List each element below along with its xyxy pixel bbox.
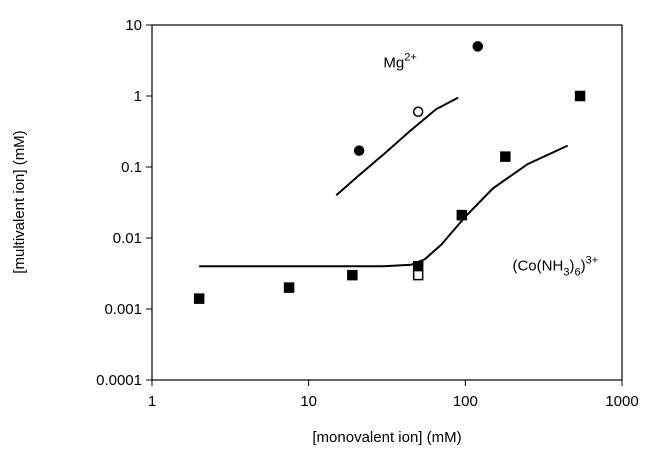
square-point (574, 90, 586, 102)
y-tick-label: 1 (134, 88, 142, 105)
square-point (347, 269, 358, 281)
annotation-part: 6 (574, 266, 580, 278)
y-tick-label: 0.1 (121, 159, 142, 176)
square-point (412, 269, 424, 281)
annotation-part: ) (569, 257, 574, 274)
annotation: Mg2+ (383, 52, 416, 72)
square-point (193, 293, 205, 304)
annotation-part: 3 (563, 266, 569, 278)
y-tick-label: 10 (125, 17, 142, 34)
x-tick-label: 10 (300, 393, 317, 410)
circle-point (472, 41, 483, 52)
curve (199, 144, 569, 268)
y-tick-label: 0.01 (113, 230, 142, 247)
annotation: (Co(NH3)6)3+ (512, 254, 598, 278)
plot-frame (151, 24, 623, 381)
y-tick-label: 0.0001 (96, 372, 142, 389)
square-point (283, 282, 295, 293)
annotation-part: 2+ (404, 52, 417, 64)
y-tick-label: 0.001 (104, 301, 142, 318)
square-point (500, 151, 511, 162)
x-axis-label: [monovalent ion] (mM) (312, 429, 461, 446)
x-tick-label: 100 (453, 393, 478, 410)
y-axis-label: [multivalent ion] (mM) (11, 130, 28, 273)
x-tick-label: 1000 (605, 393, 638, 410)
annotation-part: Mg (383, 55, 404, 72)
circle-point (412, 106, 424, 118)
x-tick-label: 1 (148, 393, 156, 410)
annotation-part: (Co(NH (512, 257, 563, 274)
annotation-part: ) (581, 257, 586, 274)
curve (335, 96, 459, 197)
annotation-part: 3+ (586, 254, 599, 266)
circle-point (353, 145, 365, 156)
